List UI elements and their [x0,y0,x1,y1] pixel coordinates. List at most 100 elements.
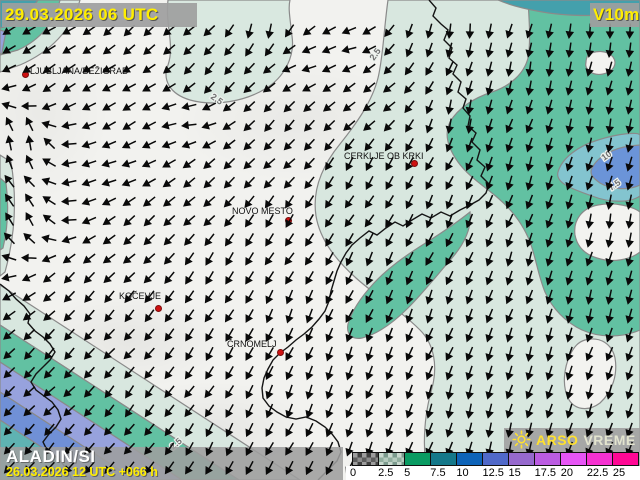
wind-arrow [25,212,34,227]
wind-arrow [41,234,57,243]
wind-arrow [362,63,376,74]
wind-arrow [285,460,294,476]
wind-arrow [263,138,276,151]
wind-arrow [22,310,36,321]
wind-arrow [223,195,236,208]
wind-arrow [83,347,95,360]
wind-arrow [225,460,234,475]
wind-arrow [144,290,155,304]
wind-arrow [224,43,235,56]
wind-arrow [245,365,254,380]
wind-arrow [605,213,615,229]
wind-arrow [565,346,574,362]
wind-arrow [585,403,594,419]
wind-arrow [365,384,374,400]
wind-arrow [465,175,474,191]
wind-arrow [143,271,156,284]
wind-arrow [625,422,634,438]
wind-arrow [565,270,574,286]
wind-arrow [184,233,195,246]
wind-arrow [325,403,334,419]
wind-arrow [184,366,195,380]
wind-arrow [244,195,255,209]
wind-arrow [102,253,116,264]
wind-arrow [305,441,314,456]
wind-arrow [63,271,76,284]
colorbar-segment [586,452,613,466]
wind-arrow [364,138,375,152]
wind-arrow [405,119,415,133]
wind-arrow [465,42,474,58]
wind-arrow [485,118,494,134]
wind-arrow [2,45,16,54]
wind-arrow [505,213,514,229]
wind-arrow [64,347,75,360]
wind-arrow [365,327,374,343]
wind-arrow [425,346,434,362]
wind-arrow [303,101,316,112]
wind-arrow [365,365,374,381]
wind-arrow [385,308,394,324]
city-label: ČRNOMELJ [227,339,277,349]
wind-arrow [322,82,336,92]
wind-arrow [264,43,275,57]
wind-arrow [445,194,454,210]
wind-arrow [143,347,155,360]
wind-arrow [243,138,256,151]
wind-arrow [305,327,314,343]
wind-arrow [284,24,295,38]
wind-arrow [305,403,314,419]
wind-arrow [585,270,594,286]
wind-arrow [1,64,17,73]
wind-arrow [545,156,554,172]
wind-arrow [81,121,97,130]
wind-arrow [243,157,256,170]
wind-arrow [364,195,375,209]
wind-arrow [445,156,454,171]
wind-arrow [143,44,156,55]
wind-arrow [62,26,77,35]
wind-arrow [343,120,356,131]
wind-arrow [465,61,474,77]
wind-arrow [203,196,216,207]
wind-arrow [123,442,136,455]
wind-arrow [425,308,434,324]
wind-arrow [405,213,414,229]
wind-arrow [345,156,354,172]
wind-arrow [81,216,97,225]
wind-arrow [405,194,414,210]
wind-arrow [565,137,574,153]
wind-arrow [243,62,256,75]
wind-arrow [84,290,95,303]
wind-arrow [324,138,335,151]
wind-arrow [365,346,374,362]
colorbar-tick-label: 7.5 [430,467,446,479]
wind-arrow [245,308,254,323]
wind-arrow [505,80,514,96]
wind-arrow [164,347,175,361]
wind-arrow [342,82,356,93]
wind-arrow [1,273,17,282]
wind-arrow [545,61,555,77]
wind-arrow [183,25,196,36]
wind-arrow [445,346,454,362]
wind-arrow [162,159,177,168]
wind-arrow [265,213,274,228]
wind-arrow [405,42,414,58]
wind-arrow [245,290,254,304]
wind-arrow [341,45,357,54]
wind-arrow [585,365,594,381]
wind-arrow [341,26,357,35]
wind-arrow [365,251,374,267]
wind-arrow [325,422,334,438]
wind-arrow [545,118,554,134]
wind-arrow [124,309,135,323]
wind-arrow [525,61,535,77]
wind-arrow [142,196,156,207]
wind-arrow [305,214,314,228]
wind-arrow [605,327,614,343]
wind-arrow [245,460,254,476]
wind-arrow [525,289,534,305]
wind-arrow [385,289,394,305]
wind-arrow [585,194,594,210]
